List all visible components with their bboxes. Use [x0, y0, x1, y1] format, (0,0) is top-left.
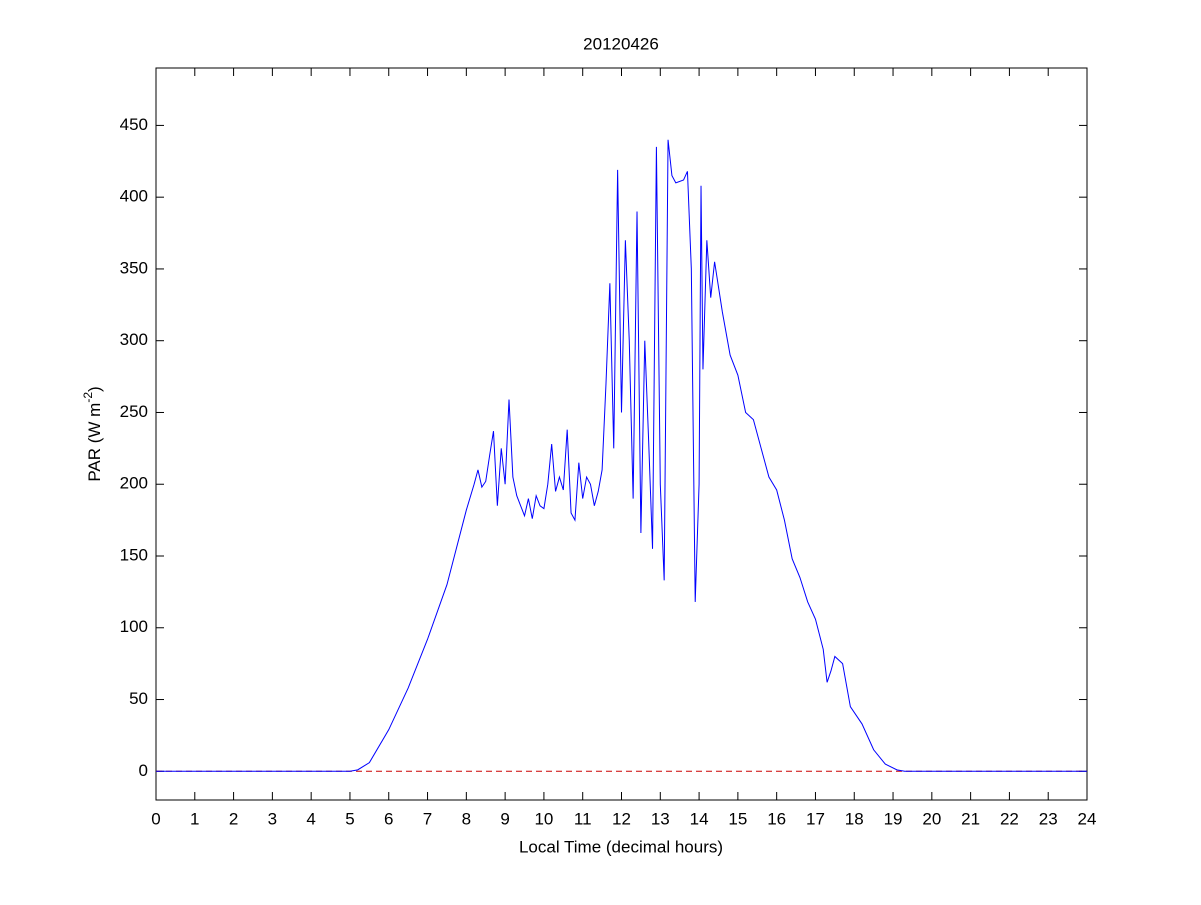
x-tick-label: 2 — [229, 809, 238, 828]
y-tick-label: 250 — [120, 402, 148, 421]
data-line — [156, 139, 1087, 772]
x-tick-label: 7 — [423, 809, 432, 828]
y-tick-label: 350 — [120, 258, 148, 277]
x-axis-label: Local Time (decimal hours) — [519, 837, 723, 856]
x-tick-label: 12 — [612, 809, 631, 828]
x-tick-label: 18 — [845, 809, 864, 828]
x-tick-label: 21 — [961, 809, 980, 828]
x-tick-label: 4 — [306, 809, 315, 828]
x-tick-label: 13 — [651, 809, 670, 828]
x-tick-label: 17 — [806, 809, 825, 828]
x-tick-label: 0 — [151, 809, 160, 828]
chart-title: 20120426 — [583, 34, 659, 53]
x-tick-label: 10 — [534, 809, 553, 828]
y-axis-label: PAR (W m-2) — [81, 386, 104, 481]
x-tick-label: 22 — [1000, 809, 1019, 828]
plot-area — [155, 67, 1088, 801]
x-tick-label: 9 — [500, 809, 509, 828]
x-tick-label: 19 — [884, 809, 903, 828]
y-tick-label: 400 — [120, 187, 148, 206]
x-tick-label: 5 — [345, 809, 354, 828]
x-tick-label: 6 — [384, 809, 393, 828]
y-tick-label: 0 — [139, 761, 148, 780]
x-tick-label: 1 — [190, 809, 199, 828]
y-tick-label: 200 — [120, 474, 148, 493]
x-tick-label: 15 — [728, 809, 747, 828]
y-tick-label: 300 — [120, 330, 148, 349]
x-tick-label: 14 — [690, 809, 709, 828]
x-tick-label: 8 — [462, 809, 471, 828]
y-label-sup: -2 — [81, 392, 95, 403]
y-label-main: PAR (W m — [85, 403, 104, 482]
x-tick-label: 20 — [922, 809, 941, 828]
x-tick-label: 24 — [1078, 809, 1097, 828]
x-tick-label: 11 — [574, 809, 592, 828]
y-tick-label: 50 — [129, 689, 148, 708]
x-tick-label: 3 — [268, 809, 277, 828]
x-tick-label: 23 — [1039, 809, 1058, 828]
y-tick-label: 150 — [120, 545, 148, 564]
y-tick-label: 450 — [120, 115, 148, 134]
y-label-end: ) — [85, 386, 104, 392]
x-tick-label: 16 — [767, 809, 786, 828]
y-tick-label: 100 — [120, 617, 148, 636]
